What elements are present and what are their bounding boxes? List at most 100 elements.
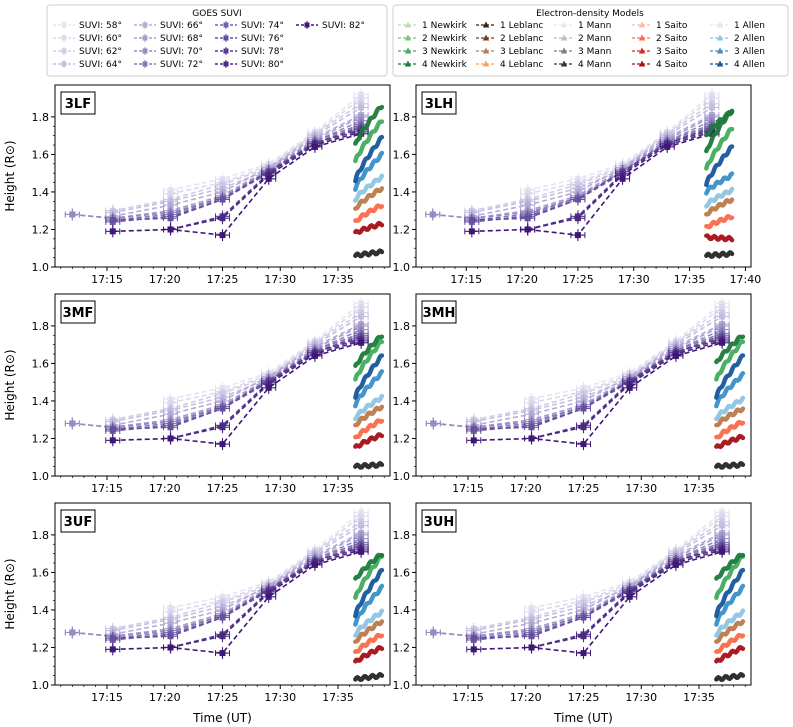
suvi-legend-entry: SUVI: 70° [134,47,203,57]
suvi-legend-marker [223,35,229,41]
density-legend-label: 3 Allen [734,47,765,57]
density-legend-marker [404,47,412,54]
density-band [353,150,385,192]
density-legend-marker [482,60,490,67]
density-legend-label: 4 Mann [578,60,611,70]
density-legend-marker [560,60,568,67]
suvi-series-line [112,103,362,212]
x-tick-label: 17:25 [207,482,239,495]
suvi-point [528,633,535,640]
suvi-point [429,211,436,218]
y-tick-label: 1.8 [393,111,411,124]
density-band [714,608,746,638]
suvi-series-line [473,551,723,654]
suvi-point [265,593,272,600]
density-band [353,353,385,400]
suvi-point [69,211,76,218]
density-band [704,213,735,230]
panel-label: 3MH [423,306,456,321]
suvi-series-line [473,543,723,641]
suvi-point [580,424,587,431]
density-band [353,583,385,627]
density-band [353,632,385,654]
suvi-point [219,633,226,640]
panel-3mf: 1.0 1.2 1.4 1.6 1.8 17:15 17:20 17:25 17:30 17:35… [32,293,391,495]
suvi-legend-marker [61,35,67,41]
density-legend-label: 4 Allen [734,60,765,70]
density-legend-label: 4 Leblanc [500,60,543,70]
suvi-series-line [112,541,362,639]
x-tick-label: 17:15 [91,273,123,286]
panel-label-box [60,300,96,324]
panel-frame [415,84,752,268]
y-tick-label: 1.0 [32,470,50,483]
panels: 1.0 1.2 1.4 1.6 1.8 17:15 17:20 17:25 17:30 17:35… [32,84,762,704]
suvi-series-line [112,133,362,236]
suvi-legend-label: SUVI: 58° [79,21,122,31]
suvi-legend-box [46,4,388,77]
density-band [353,404,385,428]
y-tick-label: 1.2 [393,223,411,236]
suvi-legend-entry: SUVI: 58° [53,21,122,31]
panel-label-box [421,509,457,533]
y-axis-label-row1: Height (R⊙) [3,140,17,211]
density-legend-entry: 4 Mann [554,60,611,70]
x-tick-label: 17:20 [506,273,538,286]
x-tick-label: 17:30 [618,273,650,286]
x-tick-label: 17:25 [568,691,600,704]
density-band [353,104,385,146]
x-tick-label: 17:25 [207,273,239,286]
suvi-series-line [112,524,362,632]
suvi-point [219,424,226,431]
density-legend-entry: 1 Leblanc [476,21,543,31]
density-legend-entry: 3 Newkirk [398,47,468,57]
suvi-legend-marker [61,61,67,67]
panel-label-box [60,91,96,115]
density-band [353,552,385,581]
suvi-legend-marker [223,22,229,28]
suvi-point [430,420,437,427]
suvi-legend-entry: SUVI: 80° [215,60,284,70]
density-band [353,554,385,600]
density-band [714,370,746,409]
suvi-point [470,635,477,642]
density-band [353,671,385,683]
suvi-point [524,226,531,233]
suvi-legend-entry: SUVI: 62° [53,47,122,57]
density-legend-label: 1 Newkirk [422,21,468,31]
suvi-series-line [473,532,723,636]
x-tick-label: 17:40 [730,273,762,286]
density-legend-label: 3 Newkirk [422,47,468,57]
density-legend-marker [482,47,490,54]
x-tick-label: 17:30 [264,691,296,704]
density-band [714,460,746,470]
suvi-legend-marker [304,22,310,28]
density-legend-label: 3 Mann [578,47,611,57]
suvi-series-line [112,323,362,427]
suvi-point [664,143,671,150]
plot-area [425,297,746,470]
suvi-legend-label: SUVI: 70° [160,47,203,57]
y-tick-label: 1.0 [32,261,50,274]
suvi-legend-label: SUVI: 72° [160,60,203,70]
x-tick-label: 17:15 [91,482,123,495]
suvi-series-line [112,342,362,445]
suvi-series-line [170,515,362,613]
legends: GOES SUVI SUVI: 58° SUVI: 60° SUVI: 62° SUVI… [46,4,789,77]
suvi-series-line [112,521,362,630]
suvi-point [219,614,226,621]
panel-label: 3UF [64,515,92,530]
suvi-series-line [473,521,723,630]
density-band [704,186,735,209]
y-tick-label: 1.6 [393,566,411,579]
density-legend-marker [638,60,646,67]
x-tick-label: 17:15 [452,482,484,495]
x-tick-label: 17:35 [322,273,354,286]
y-tick-label: 1.4 [32,395,50,408]
density-band [353,173,385,203]
density-legend-marker [716,60,724,67]
suvi-point [619,175,626,182]
suvi-point [167,424,174,431]
suvi-point [358,339,365,346]
y-tick-label: 1.2 [32,432,50,445]
